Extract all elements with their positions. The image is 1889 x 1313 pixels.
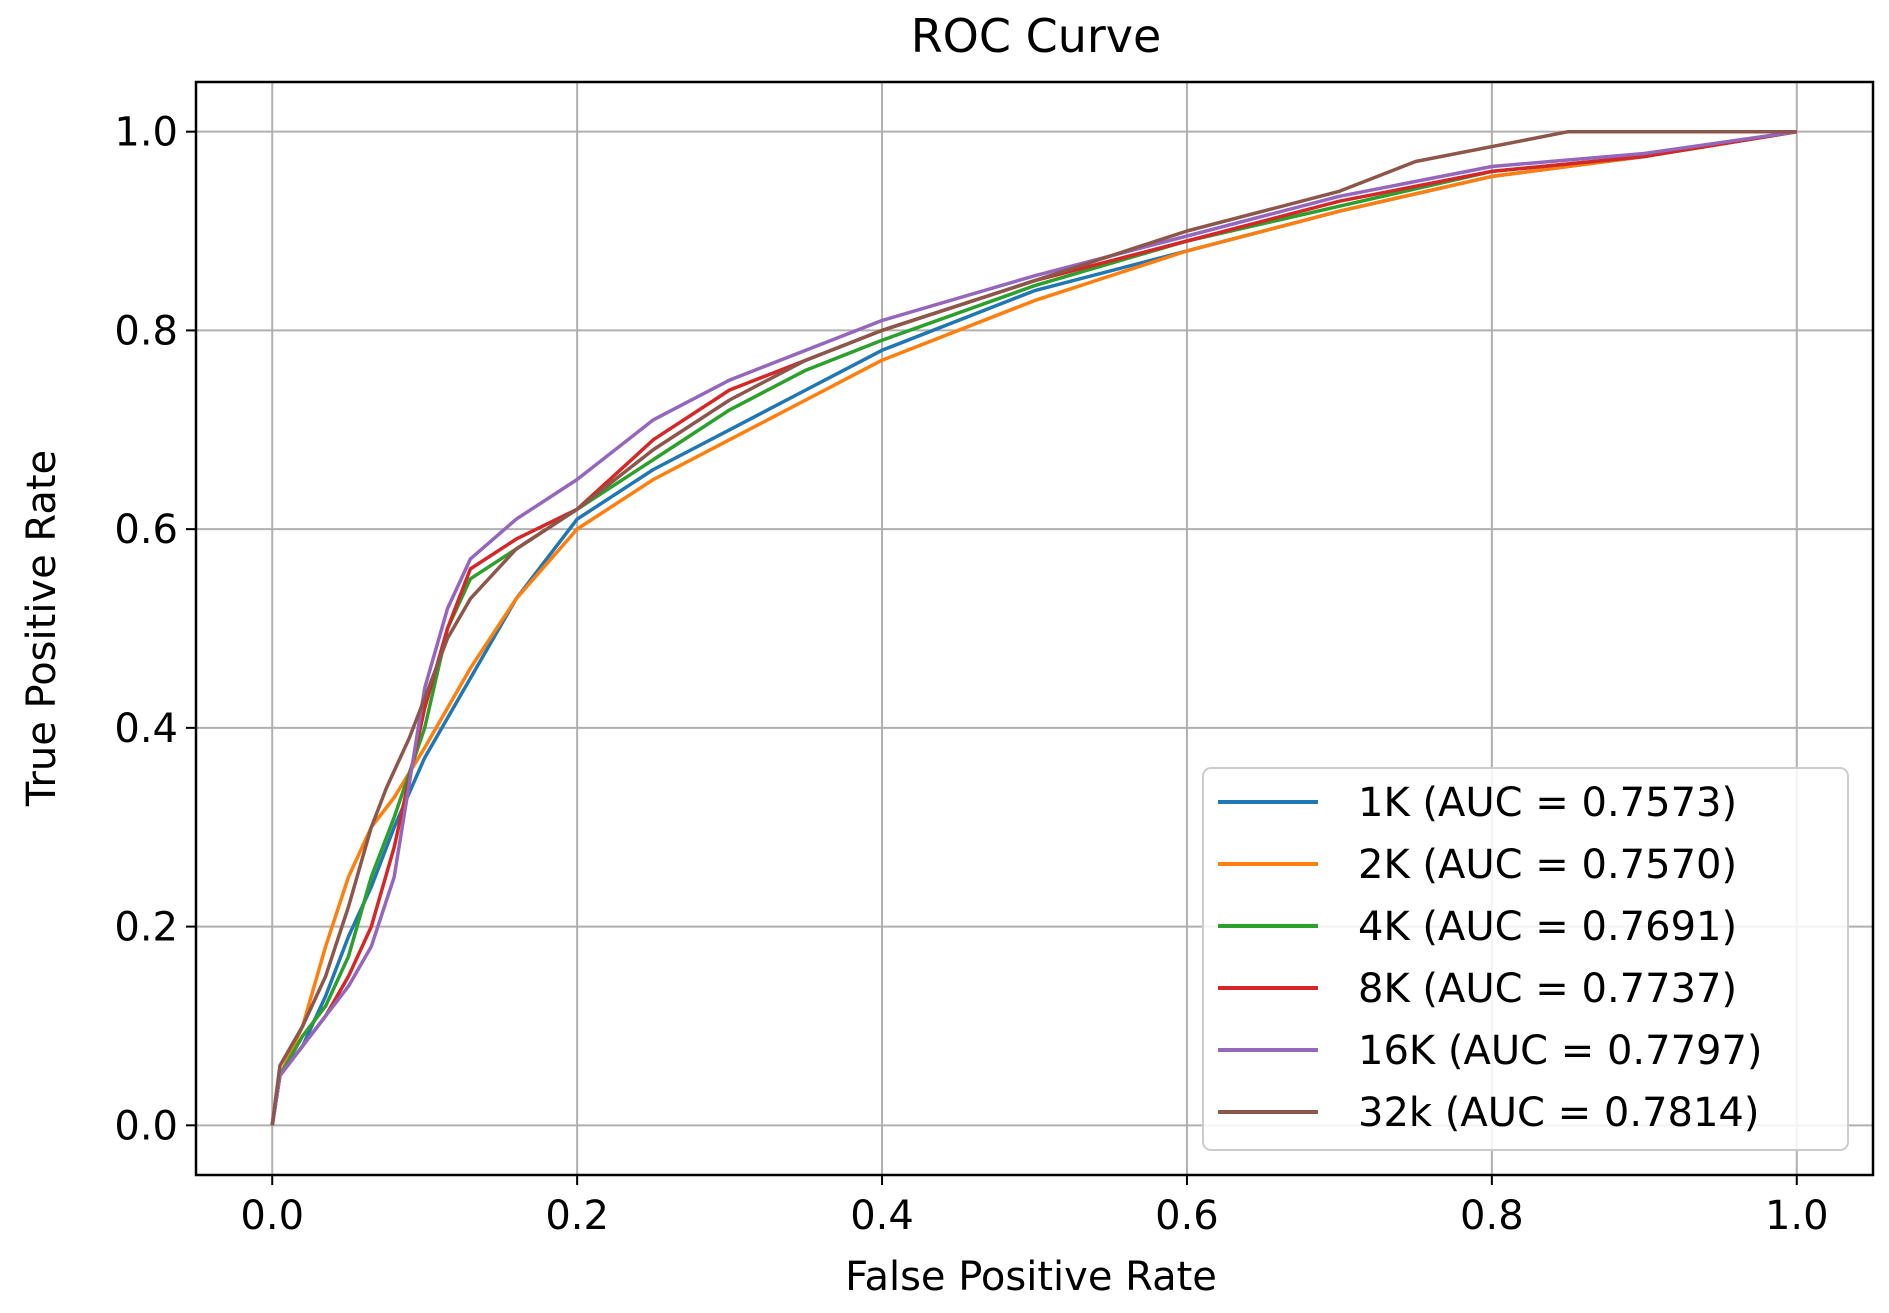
x-axis-label: False Positive Rate bbox=[845, 1254, 1217, 1300]
series-group bbox=[270, 129, 1798, 1126]
x-tick-label: 0.8 bbox=[1460, 1193, 1524, 1239]
y-tick-label: 0.4 bbox=[114, 706, 178, 752]
y-tick-label: 1.0 bbox=[114, 110, 178, 156]
series-line bbox=[270, 129, 1798, 1126]
legend-label: 16K (AUC = 0.7797) bbox=[1358, 1028, 1763, 1074]
ticks: 0.0 0.2 0.4 0.6 0.8 1.0 0.0 0.2 0.4 0.6 0.8 1.0 bbox=[114, 110, 1828, 1239]
x-tick-label: 0.4 bbox=[850, 1193, 914, 1239]
x-tick-label: 0.2 bbox=[545, 1193, 609, 1239]
legend-label: 32k (AUC = 0.7814) bbox=[1358, 1090, 1759, 1136]
x-tick-label: 0.0 bbox=[240, 1193, 304, 1239]
legend-label: 1K (AUC = 0.7573) bbox=[1358, 780, 1737, 826]
y-tick-label: 0.0 bbox=[114, 1103, 178, 1149]
y-tick-label: 0.2 bbox=[114, 905, 178, 951]
chart-title: ROC Curve bbox=[911, 9, 1162, 63]
y-tick-label: 0.6 bbox=[114, 507, 178, 553]
plot-frame bbox=[194, 80, 1875, 1177]
legend-label: 4K (AUC = 0.7691) bbox=[1358, 904, 1737, 950]
legend: 1K (AUC = 0.7573) 2K (AUC = 0.7570) 4K (AU… bbox=[1202, 767, 1849, 1151]
grid bbox=[196, 82, 1873, 1175]
x-tick-label: 0.6 bbox=[1155, 1193, 1219, 1239]
series-line bbox=[270, 129, 1797, 1126]
series-line bbox=[270, 129, 1798, 1126]
y-tick-label: 0.8 bbox=[114, 308, 178, 354]
legend-box bbox=[1202, 767, 1849, 1151]
legend-label: 2K (AUC = 0.7570) bbox=[1358, 842, 1737, 888]
y-axis-label: True Positive Rate bbox=[19, 450, 65, 807]
series-line bbox=[270, 129, 1798, 1126]
x-tick-label: 1.0 bbox=[1765, 1193, 1829, 1239]
legend-label: 8K (AUC = 0.7737) bbox=[1358, 966, 1737, 1012]
